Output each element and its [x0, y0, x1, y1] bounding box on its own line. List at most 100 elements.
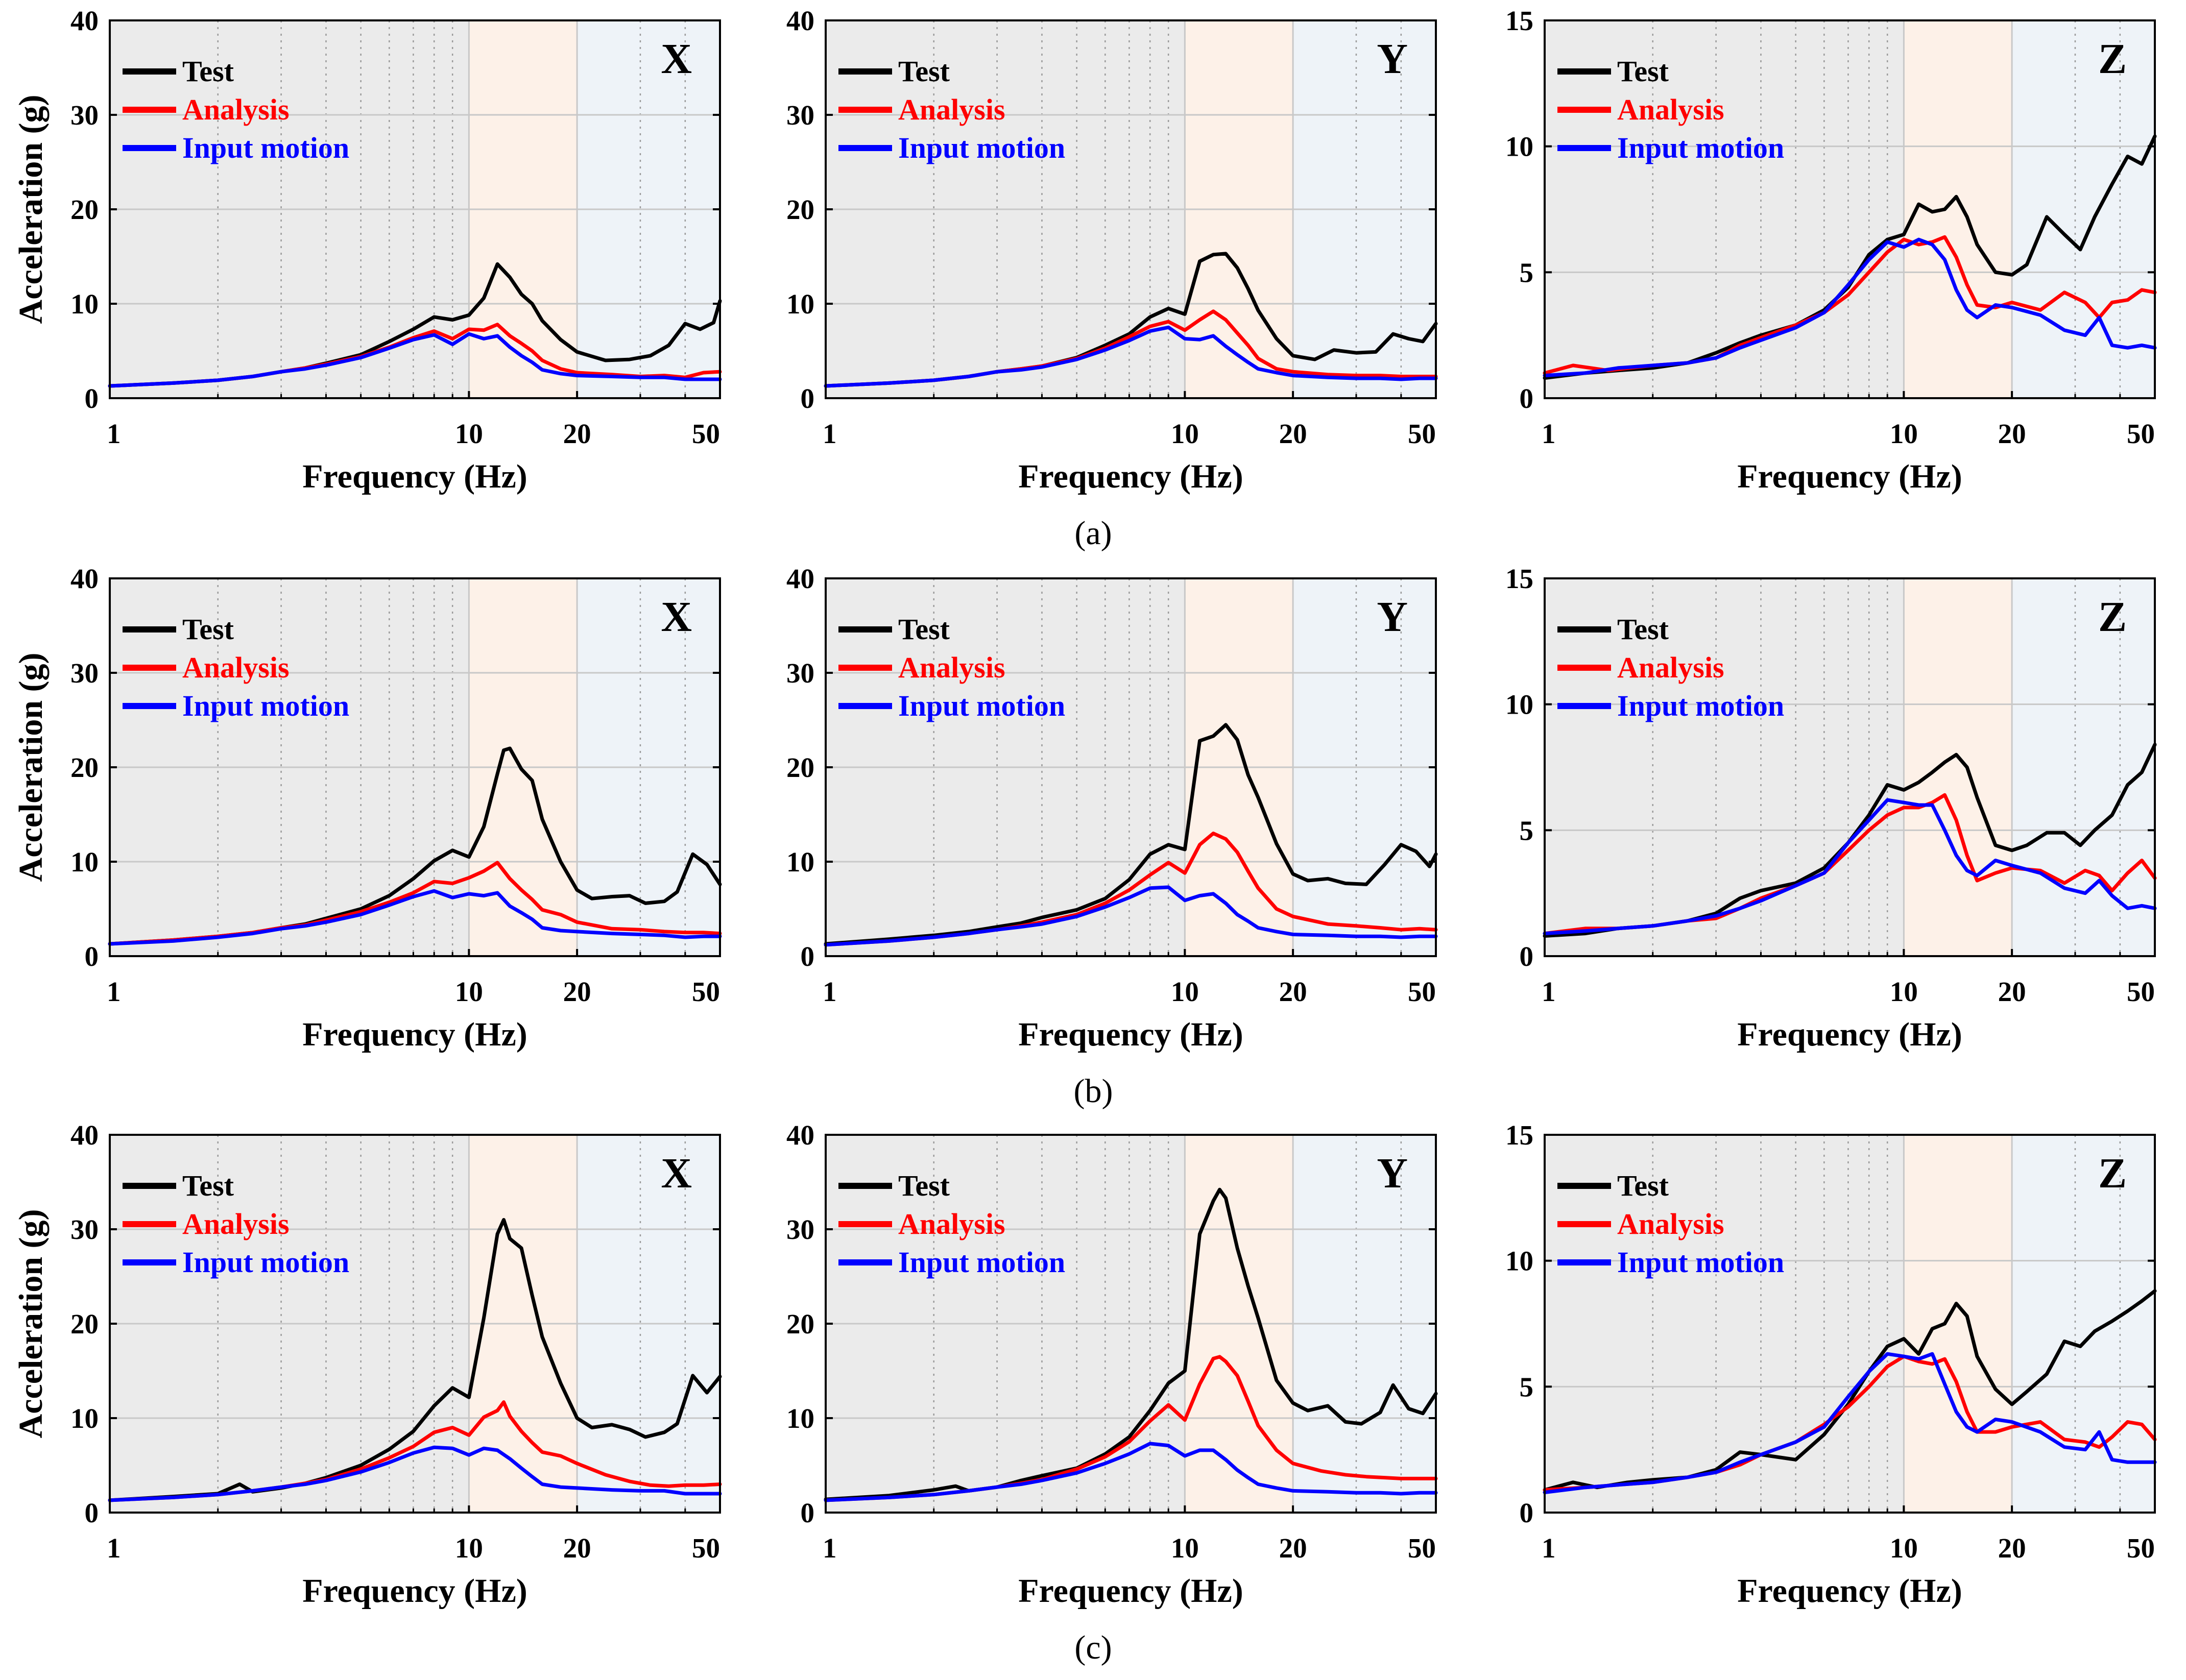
x-tick-label: 50	[2127, 418, 2155, 449]
legend-label-test: Test	[898, 1169, 950, 1202]
legend-label-input: Input motion	[182, 131, 349, 164]
frequency-band	[2012, 20, 2155, 398]
y-tick-label: 0	[801, 941, 815, 972]
y-tick-label: 30	[70, 100, 99, 131]
x-axis-title: Frequency (Hz)	[1018, 458, 1243, 495]
x-tick-label: 50	[2127, 1532, 2155, 1564]
frequency-band	[2012, 1135, 2155, 1513]
x-tick-label: 20	[1998, 418, 2026, 449]
y-tick-label: 20	[786, 752, 814, 783]
grid-lines	[1545, 1135, 2155, 1513]
plot-frame	[1544, 577, 2156, 957]
y-tick-label: 10	[786, 846, 814, 878]
x-tick-label: 1	[1542, 418, 1556, 449]
chart-1: 0 10 20 30 40 1 10 20 50 Frequency (Hz) Accelerati…	[12, 5, 722, 495]
y-tick-label: 10	[786, 1403, 814, 1434]
legend: Test Analysis Input motion	[838, 55, 1065, 164]
x-tick-label: 20	[1998, 1532, 2026, 1564]
chart-8: 0 10 20 30 40 1 10 20 50 Frequency (Hz) Y Test Analy…	[786, 1119, 1438, 1610]
x-tick-label: 50	[1408, 418, 1436, 449]
x-tick-label: 20	[1998, 976, 2026, 1007]
y-tick-label: 40	[70, 563, 99, 594]
legend-label-analysis: Analysis	[1617, 1207, 1724, 1240]
legend: Test Analysis Input motion	[838, 613, 1065, 722]
frequency-band	[1545, 1135, 1904, 1513]
x-axis-title: Frequency (Hz)	[1737, 1572, 1962, 1610]
frequency-band	[1904, 1135, 2012, 1513]
x-axis-title: Frequency (Hz)	[302, 1016, 527, 1053]
frequency-band	[1545, 20, 1904, 398]
y-tick-label: 10	[70, 846, 99, 878]
x-tick-label: 10	[455, 418, 483, 449]
x-axis-title: Frequency (Hz)	[1018, 1016, 1243, 1053]
x-tick-label: 20	[1279, 418, 1307, 449]
y-tick-label: 10	[1505, 689, 1533, 720]
legend-label-input: Input motion	[1617, 689, 1784, 722]
y-tick-label: 0	[801, 1497, 815, 1528]
y-tick-label: 30	[70, 658, 99, 689]
y-axis-title: Acceleration (g)	[12, 1209, 50, 1439]
component-label: Y	[1377, 35, 1408, 83]
legend-label-analysis: Analysis	[182, 651, 290, 684]
y-tick-label: 15	[1505, 1119, 1533, 1151]
component-label: Z	[2098, 35, 2127, 83]
x-axis-title: Frequency (Hz)	[302, 458, 527, 495]
x-tick-label: 10	[1890, 976, 1918, 1007]
frequency-band	[1904, 578, 2012, 956]
y-axis-title: Acceleration (g)	[12, 653, 50, 882]
series-line-test	[824, 723, 1438, 946]
y-tick-label: 40	[70, 1119, 99, 1151]
x-tick-label: 1	[823, 418, 837, 449]
y-tick-label: 40	[786, 1119, 814, 1151]
legend-label-test: Test	[182, 55, 234, 88]
x-tick-label: 20	[1279, 1532, 1307, 1564]
series-line-test	[1543, 743, 2157, 938]
x-tick-label: 20	[1279, 976, 1307, 1007]
legend-label-analysis: Analysis	[1617, 93, 1724, 126]
component-label: Z	[2098, 593, 2127, 641]
grid-lines	[1545, 20, 2155, 398]
x-tick-label: 50	[692, 1532, 720, 1564]
x-tick-label: 50	[1408, 976, 1436, 1007]
x-tick-label: 50	[692, 976, 720, 1007]
x-tick-label: 20	[563, 418, 591, 449]
y-tick-label: 10	[1505, 131, 1533, 162]
legend-label-analysis: Analysis	[182, 1207, 290, 1240]
legend: Test Analysis Input motion	[1557, 613, 1784, 722]
y-tick-label: 0	[1520, 383, 1534, 414]
captions: (a) (b) (c)	[1074, 515, 1113, 1666]
y-tick-label: 10	[1505, 1246, 1533, 1277]
y-tick-label: 10	[786, 288, 814, 320]
frequency-band	[2012, 578, 2155, 956]
legend-label-analysis: Analysis	[1617, 651, 1724, 684]
y-tick-label: 40	[786, 5, 814, 36]
plot-frame	[1544, 19, 2156, 399]
series-line-input	[108, 889, 722, 946]
series-line-input	[824, 1442, 1438, 1502]
legend-label-test: Test	[182, 613, 234, 646]
series-line-input	[824, 325, 1438, 388]
series-line-input	[824, 885, 1438, 947]
y-tick-label: 0	[85, 1497, 99, 1528]
x-tick-label: 10	[1171, 976, 1199, 1007]
row-caption: (b)	[1074, 1073, 1113, 1110]
legend: Test Analysis Input motion	[838, 1169, 1065, 1279]
legend: Test Analysis Input motion	[123, 55, 349, 164]
legend-label-test: Test	[1617, 55, 1669, 88]
legend-label-analysis: Analysis	[898, 651, 1005, 684]
legend-label-input: Input motion	[898, 131, 1065, 164]
component-label: X	[661, 593, 692, 641]
x-tick-label: 20	[563, 976, 591, 1007]
legend-label-input: Input motion	[182, 689, 349, 722]
y-tick-label: 0	[85, 941, 99, 972]
legend: Test Analysis Input motion	[1557, 1169, 1784, 1279]
component-label: X	[661, 35, 692, 83]
legend: Test Analysis Input motion	[123, 1169, 349, 1279]
frequency-band	[1545, 578, 1904, 956]
grid-lines	[826, 1135, 1436, 1513]
component-label: Y	[1377, 593, 1408, 641]
legend-label-input: Input motion	[898, 689, 1065, 722]
legend-label-test: Test	[898, 55, 950, 88]
series-line-input	[1543, 798, 2157, 936]
